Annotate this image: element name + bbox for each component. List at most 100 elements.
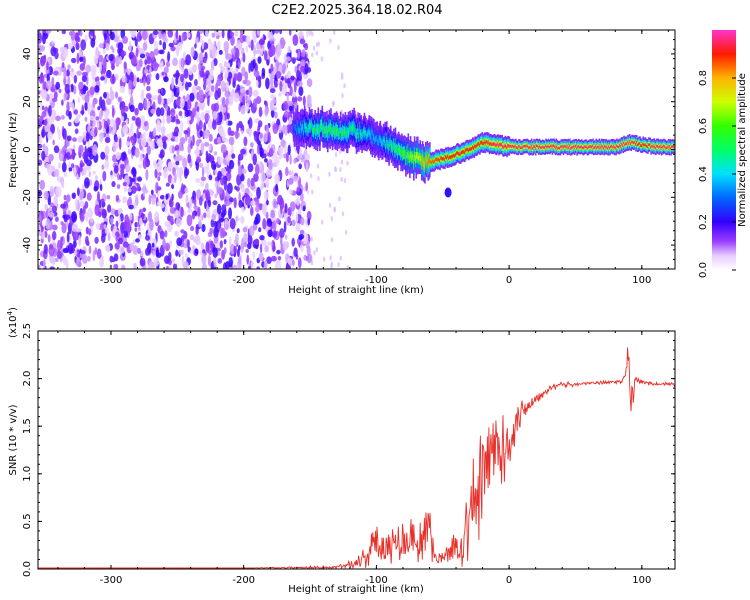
noise-blob <box>146 85 151 92</box>
noise-blob <box>205 182 209 191</box>
noise-blob <box>201 253 207 265</box>
noise-blob <box>234 48 240 60</box>
noise-blob <box>140 89 145 102</box>
noise-blob <box>218 217 225 222</box>
y-tick-label: -40 <box>22 237 33 253</box>
noise-blob <box>147 100 151 108</box>
noise-blob <box>145 169 149 181</box>
spectrogram-x-axis-label: Height of straight line (km) <box>288 285 424 296</box>
noise-blob <box>186 214 193 227</box>
noise-blob <box>102 48 106 54</box>
noise-blob <box>291 237 296 247</box>
noise-blob <box>44 118 48 127</box>
noise-blob <box>77 97 81 104</box>
noise-blob <box>137 247 141 255</box>
ridge-cell <box>331 130 334 137</box>
noise-blob <box>110 45 114 50</box>
noise-blob <box>272 123 279 134</box>
noise-blob <box>153 257 160 267</box>
noise-blob <box>245 45 248 53</box>
noise-blob <box>340 159 344 165</box>
noise-blob <box>230 31 235 37</box>
noise-blob <box>46 73 50 83</box>
noise-blob <box>190 140 193 150</box>
noise-blob <box>217 170 222 181</box>
noise-blob <box>144 98 148 109</box>
noise-blob <box>189 92 195 102</box>
noise-blob <box>179 120 184 132</box>
noise-blob <box>73 166 77 177</box>
noise-blob <box>214 169 218 176</box>
noise-blob <box>152 30 159 36</box>
noise-blob <box>167 51 171 62</box>
noise-blob <box>101 119 105 128</box>
noise-blob <box>165 265 169 269</box>
noise-blob <box>66 151 71 160</box>
noise-blob <box>176 118 180 123</box>
noise-blob <box>120 163 125 170</box>
noise-blob <box>295 222 301 232</box>
noise-blob <box>88 171 92 178</box>
noise-blob <box>291 219 296 227</box>
ridge-cell <box>598 144 601 147</box>
noise-blob <box>64 83 70 94</box>
noise-blob <box>38 264 41 269</box>
noise-blob <box>114 242 120 250</box>
noise-blob <box>38 37 42 44</box>
noise-blob <box>106 195 111 200</box>
noise-blob <box>170 215 174 226</box>
noise-blob <box>154 168 158 179</box>
noise-blob <box>152 127 157 138</box>
noise-blob <box>211 213 216 221</box>
noise-blob <box>51 97 58 103</box>
noise-blob <box>83 135 87 142</box>
ridge-cell <box>343 129 346 136</box>
noise-blob <box>65 258 69 269</box>
noise-blob <box>298 257 302 269</box>
noise-blob <box>167 161 173 170</box>
noise-blob <box>220 177 225 186</box>
noise-blob <box>218 49 223 55</box>
ridge-cell <box>561 145 563 148</box>
noise-blob <box>272 198 278 209</box>
ridge-cell <box>327 128 330 135</box>
noise-blob <box>199 52 204 64</box>
noise-blob <box>161 33 167 41</box>
noise-blob <box>162 238 166 249</box>
noise-blob <box>167 30 174 38</box>
noise-blob <box>252 153 257 166</box>
noise-blob <box>38 189 43 197</box>
noise-blob <box>152 250 155 257</box>
noise-blob <box>207 199 212 208</box>
ridge-cell <box>526 144 528 148</box>
noise-blob <box>104 154 109 161</box>
noise-blob <box>150 108 156 114</box>
noise-blob <box>171 145 175 154</box>
noise-blob <box>82 254 88 264</box>
spectrogram-x-ticks: -300 -200 -100 0 100 <box>57 30 669 286</box>
noise-blob <box>337 262 340 267</box>
noise-blob <box>84 116 88 122</box>
noise-blob <box>38 30 41 35</box>
noise-blob <box>121 264 126 269</box>
noise-blob <box>229 96 234 105</box>
noise-blob <box>261 67 266 77</box>
noise-blob <box>204 57 207 64</box>
noise-blob <box>138 217 143 226</box>
noise-blob <box>279 145 284 154</box>
noise-blob <box>285 73 290 79</box>
noise-blob <box>225 119 229 126</box>
noise-blob <box>266 256 272 265</box>
noise-blob <box>297 96 303 102</box>
noise-blob <box>213 102 219 112</box>
noise-blob <box>267 241 272 246</box>
ridge-cell <box>374 136 377 143</box>
noise-blob <box>229 159 235 170</box>
noise-blob <box>282 124 286 135</box>
noise-blob <box>275 71 282 79</box>
noise-blob <box>146 145 151 156</box>
noise-blob <box>241 130 244 135</box>
noise-blob <box>278 124 282 134</box>
noise-blob <box>205 241 210 253</box>
colorbar-tick-label: 0.2 <box>698 214 709 230</box>
